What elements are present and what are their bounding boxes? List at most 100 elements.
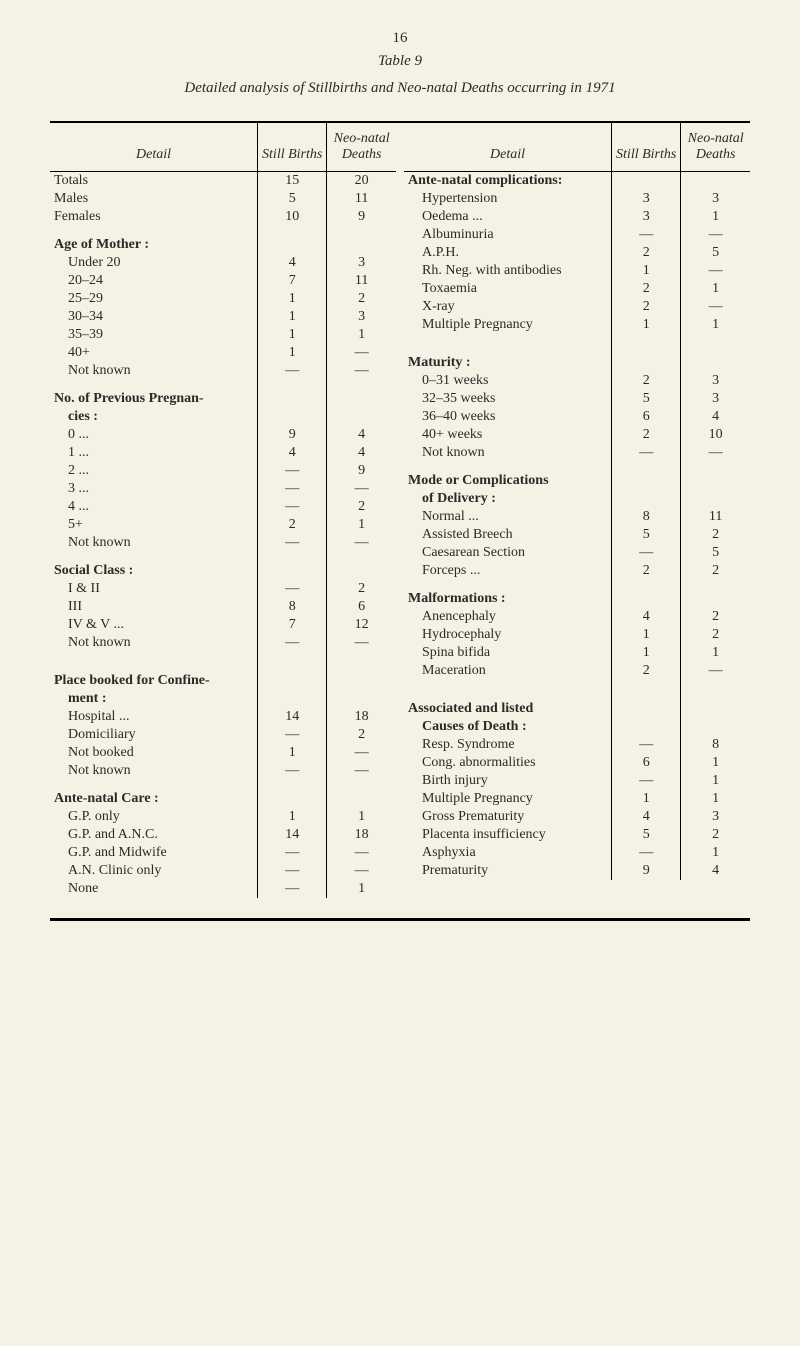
table-row: Toxaemia21: [404, 280, 750, 298]
row-label: Not known: [50, 634, 258, 652]
table-row: Hypertension33: [404, 190, 750, 208]
row-label: 30–34: [50, 308, 258, 326]
neo-natal-value: 4: [681, 408, 750, 426]
page-number: 16: [50, 30, 750, 47]
row-label: ment :: [50, 690, 258, 708]
still-births-value: —: [612, 736, 681, 754]
neo-natal-value: [681, 590, 750, 608]
row-label: Place booked for Confine-: [50, 672, 258, 690]
neo-natal-value: 1: [681, 754, 750, 772]
row-label: Cong. abnormalities: [404, 754, 612, 772]
table-row: Ante-natal Care :: [50, 790, 396, 808]
neo-natal-value: 11: [327, 272, 396, 290]
header-still-births-r: Still Births: [612, 123, 681, 172]
row-label: IV & V ...: [50, 616, 258, 634]
still-births-value: 14: [258, 826, 327, 844]
still-births-value: [258, 562, 327, 580]
table-row: X-ray2—: [404, 298, 750, 316]
table-row: [404, 690, 750, 700]
table-row: [50, 552, 396, 562]
table-row: Multiple Pregnancy11: [404, 790, 750, 808]
row-label: Hypertension: [404, 190, 612, 208]
still-births-value: [612, 718, 681, 736]
row-label: Maturity :: [404, 354, 612, 372]
neo-natal-value: 2: [327, 580, 396, 598]
still-births-value: 2: [612, 280, 681, 298]
neo-natal-value: —: [681, 262, 750, 280]
table-row: G.P. and A.N.C.1418: [50, 826, 396, 844]
table-row: [50, 226, 396, 236]
still-births-value: 3: [612, 190, 681, 208]
still-births-value: 5: [258, 190, 327, 208]
neo-natal-value: 5: [681, 244, 750, 262]
neo-natal-value: 1: [681, 844, 750, 862]
still-births-value: 1: [612, 644, 681, 662]
row-label: Not known: [50, 362, 258, 380]
still-births-value: 1: [258, 744, 327, 762]
table-row: 5+21: [50, 516, 396, 534]
still-births-value: 5: [612, 826, 681, 844]
table-row: Assisted Breech52: [404, 526, 750, 544]
row-label: A.P.H.: [404, 244, 612, 262]
left-column: Detail Still Births Neo-natal Deaths Tot…: [50, 123, 396, 898]
table-row: 0 ...94: [50, 426, 396, 444]
row-label: Spina bifida: [404, 644, 612, 662]
row-label: 40+ weeks: [404, 426, 612, 444]
still-births-value: 1: [258, 308, 327, 326]
table-row: Albuminuria——: [404, 226, 750, 244]
row-label: G.P. and Midwife: [50, 844, 258, 862]
row-label: Oedema ...: [404, 208, 612, 226]
row-label: Not known: [404, 444, 612, 462]
row-label: Placenta insufficiency: [404, 826, 612, 844]
neo-natal-value: 1: [681, 772, 750, 790]
row-label: 36–40 weeks: [404, 408, 612, 426]
still-births-value: 1: [258, 326, 327, 344]
neo-natal-value: 2: [681, 526, 750, 544]
table-row: Ante-natal complications:: [404, 172, 750, 190]
neo-natal-value: 12: [327, 616, 396, 634]
neo-natal-value: [327, 236, 396, 254]
header-still-births: Still Births: [258, 123, 327, 172]
row-label: Mode or Complications: [404, 472, 612, 490]
row-label: A.N. Clinic only: [50, 862, 258, 880]
still-births-value: 4: [258, 254, 327, 272]
neo-natal-value: —: [327, 762, 396, 780]
still-births-value: 1: [612, 626, 681, 644]
row-label: Hospital ...: [50, 708, 258, 726]
table-row: Forceps ...22: [404, 562, 750, 580]
neo-natal-value: 1: [681, 316, 750, 334]
neo-natal-value: 2: [681, 608, 750, 626]
still-births-value: 1: [612, 262, 681, 280]
row-label: Anencephaly: [404, 608, 612, 626]
row-label: Asphyxia: [404, 844, 612, 862]
row-label: Females: [50, 208, 258, 226]
neo-natal-value: [681, 700, 750, 718]
neo-natal-value: 3: [327, 254, 396, 272]
still-births-value: —: [612, 844, 681, 862]
table-row: 35–3911: [50, 326, 396, 344]
row-label: Birth injury: [404, 772, 612, 790]
table-row: Hospital ...1418: [50, 708, 396, 726]
row-label: Not known: [50, 534, 258, 552]
row-label: Associated and listed: [404, 700, 612, 718]
neo-natal-value: 4: [327, 444, 396, 462]
table-row: Place booked for Confine-: [50, 672, 396, 690]
neo-natal-value: 1: [681, 280, 750, 298]
still-births-value: 2: [612, 244, 681, 262]
table-row: Prematurity94: [404, 862, 750, 880]
neo-natal-value: 3: [681, 808, 750, 826]
row-label: G.P. only: [50, 808, 258, 826]
row-label: Multiple Pregnancy: [404, 790, 612, 808]
neo-natal-value: [327, 790, 396, 808]
still-births-value: [612, 490, 681, 508]
still-births-value: 8: [258, 598, 327, 616]
still-births-value: 5: [612, 526, 681, 544]
neo-natal-value: —: [327, 744, 396, 762]
neo-natal-value: 9: [327, 462, 396, 480]
still-births-value: 6: [612, 754, 681, 772]
still-births-value: [612, 172, 681, 190]
still-births-value: 4: [612, 808, 681, 826]
neo-natal-value: [327, 562, 396, 580]
table-row: Associated and listed: [404, 700, 750, 718]
neo-natal-value: —: [327, 634, 396, 652]
